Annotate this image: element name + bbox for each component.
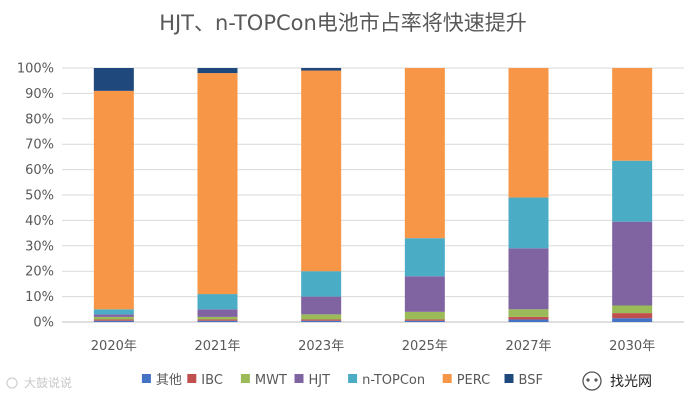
bar-segment bbox=[508, 197, 549, 249]
legend-label: IBC bbox=[201, 373, 223, 388]
legend-swatch bbox=[442, 374, 452, 383]
legend-swatch bbox=[141, 374, 151, 383]
bar-segment bbox=[612, 68, 653, 161]
x-tick-label: 2023年 bbox=[298, 339, 344, 354]
wechat-eye-icon bbox=[594, 378, 598, 382]
bar-segment bbox=[404, 311, 445, 320]
chart-title: HJT、n-TOPCon电池市占率将快速提升 bbox=[159, 11, 527, 35]
legend-label: BSF bbox=[519, 373, 543, 388]
bar-segment bbox=[301, 296, 342, 315]
wechat-eye-icon bbox=[586, 378, 590, 382]
bar-segment bbox=[404, 276, 445, 312]
bar-segment bbox=[301, 320, 342, 322]
bar-segment bbox=[508, 319, 549, 322]
bar-segment bbox=[508, 68, 549, 198]
bar-segment bbox=[612, 305, 653, 314]
bar-segment bbox=[93, 319, 134, 321]
legend-swatch bbox=[504, 374, 514, 383]
x-tick-label: 2021年 bbox=[194, 339, 240, 354]
y-tick-label: 60% bbox=[25, 163, 54, 178]
y-tick-label: 50% bbox=[25, 189, 54, 204]
brand-watermark: 找光网 bbox=[582, 371, 652, 391]
bar-segment bbox=[404, 319, 445, 321]
x-axis: 2020年 2021年 2023年 2025年 2027年 2030年 bbox=[91, 339, 655, 354]
legend: 其他 IBC MWT HJT n-TOPCon PERC BSF bbox=[141, 373, 543, 388]
y-tick-label: 10% bbox=[25, 290, 54, 305]
bar-segment bbox=[612, 313, 653, 319]
bar-segment bbox=[301, 271, 342, 297]
bars bbox=[93, 68, 653, 322]
bar-segment bbox=[508, 248, 549, 310]
bar-segment bbox=[93, 316, 134, 320]
bar-segment bbox=[404, 320, 445, 322]
watermark-left-text: 大鼓说说 bbox=[24, 375, 72, 390]
y-tick-label: 20% bbox=[25, 265, 54, 280]
bar-segment bbox=[612, 160, 653, 222]
bar-segment bbox=[612, 318, 653, 322]
bar-segment bbox=[404, 238, 445, 277]
bar-segment bbox=[301, 314, 342, 320]
bar-segment bbox=[93, 320, 134, 322]
gridlines bbox=[62, 67, 684, 323]
brand-name: 找光网 bbox=[610, 374, 652, 390]
y-tick-label: 80% bbox=[25, 112, 54, 127]
y-axis: 0% 10% 20% 30% 40% 50% 60% 70% 80% 90% 100% bbox=[17, 62, 54, 331]
watermark-left: 大鼓说说 bbox=[6, 375, 72, 390]
y-tick-label: 0% bbox=[33, 316, 54, 331]
legend-label: n-TOPCon bbox=[362, 373, 425, 388]
bar-segment bbox=[301, 70, 342, 272]
bar-segment bbox=[612, 221, 653, 306]
x-tick-label: 2030年 bbox=[609, 339, 655, 354]
y-tick-label: 30% bbox=[25, 239, 54, 254]
legend-swatch bbox=[240, 374, 250, 383]
watermark-logo-icon bbox=[6, 377, 18, 389]
bar-segment bbox=[197, 68, 238, 74]
legend-label: 其他 bbox=[156, 373, 182, 388]
bar-segment bbox=[197, 320, 238, 322]
bar-segment bbox=[508, 316, 549, 320]
x-tick-label: 2025年 bbox=[402, 339, 448, 354]
bar-segment bbox=[93, 314, 134, 317]
x-tick-label: 2020年 bbox=[91, 339, 137, 354]
bar-segment bbox=[197, 319, 238, 321]
legend-swatch bbox=[348, 374, 358, 383]
bar-segment bbox=[93, 68, 134, 91]
bar-segment bbox=[197, 316, 238, 320]
bar-segment bbox=[404, 68, 445, 239]
bar-segment bbox=[197, 73, 238, 295]
bar-segment bbox=[197, 294, 238, 310]
bar-segment bbox=[301, 68, 342, 71]
y-tick-label: 40% bbox=[25, 214, 54, 229]
y-tick-label: 70% bbox=[25, 138, 54, 153]
legend-swatch bbox=[187, 374, 197, 383]
y-tick-label: 90% bbox=[25, 87, 54, 102]
y-tick-label: 100% bbox=[17, 62, 54, 77]
wechat-logo-icon bbox=[582, 371, 602, 391]
legend-swatch bbox=[294, 374, 304, 383]
legend-label: HJT bbox=[309, 373, 331, 388]
x-tick-label: 2027年 bbox=[505, 339, 551, 354]
bar-segment bbox=[301, 319, 342, 321]
bar-segment bbox=[197, 309, 238, 317]
bar-segment bbox=[508, 309, 549, 317]
legend-label: MWT bbox=[255, 373, 287, 388]
legend-label: PERC bbox=[457, 373, 491, 388]
bar-segment bbox=[93, 309, 134, 315]
bar-segment bbox=[93, 90, 134, 310]
